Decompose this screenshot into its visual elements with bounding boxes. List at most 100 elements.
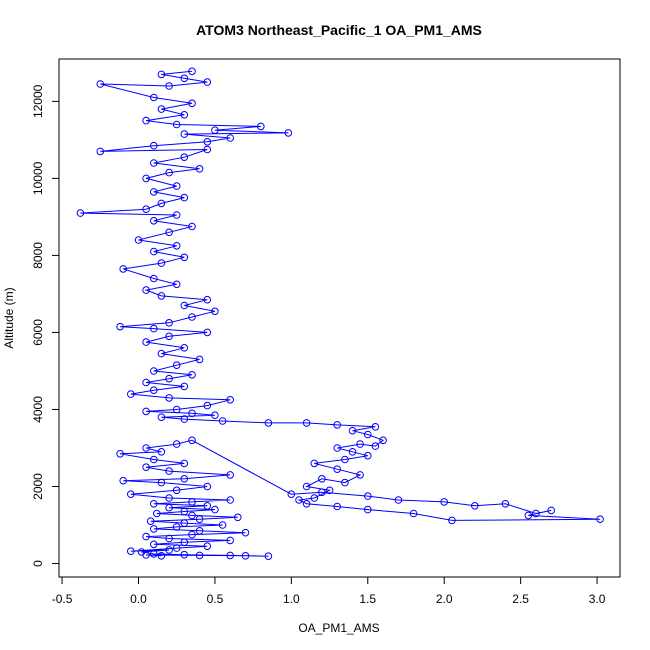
data-point xyxy=(153,509,161,518)
data-point xyxy=(532,509,540,518)
y-tick-label: 2000 xyxy=(31,473,45,500)
data-point xyxy=(165,319,173,327)
data-point xyxy=(150,159,158,167)
data-point xyxy=(165,394,173,402)
data-point xyxy=(188,222,196,231)
x-tick-label: 3.0 xyxy=(589,592,606,606)
x-tick-label: 1.0 xyxy=(283,592,300,606)
data-point xyxy=(180,344,189,352)
data-point xyxy=(180,415,189,423)
data-point xyxy=(318,488,326,497)
data-point xyxy=(596,515,604,524)
data-point xyxy=(180,111,189,119)
data-point xyxy=(119,476,127,485)
data-point xyxy=(333,444,342,452)
data-point xyxy=(157,70,166,79)
data-point xyxy=(157,105,166,113)
data-point xyxy=(157,448,166,456)
data-point xyxy=(234,513,242,522)
data-point xyxy=(180,253,189,262)
data-point xyxy=(142,463,150,472)
data-point xyxy=(241,528,250,537)
data-point xyxy=(203,328,212,337)
data-point xyxy=(172,280,181,289)
data-point xyxy=(448,516,456,525)
data-point xyxy=(188,409,196,418)
chart-title: ATOM3 Northeast_Pacific_1 OA_PM1_AMS xyxy=(196,22,482,38)
plot-area xyxy=(76,67,604,561)
x-axis: -0.5 0.0 0.5 1.0 1.5 2.0 2.5 3.0 xyxy=(52,576,606,606)
data-point xyxy=(142,378,150,387)
data-point xyxy=(119,265,127,273)
data-point xyxy=(188,371,196,379)
y-axis-label: Altitude (m) xyxy=(2,287,16,348)
x-axis-label: OA_PM1_AMS xyxy=(298,621,379,635)
data-point xyxy=(203,138,212,146)
data-point xyxy=(440,498,449,506)
data-point xyxy=(172,523,181,531)
data-point xyxy=(165,546,173,554)
data-point xyxy=(409,509,418,518)
data-point xyxy=(226,551,234,560)
data-point xyxy=(172,211,181,219)
data-point xyxy=(203,78,212,86)
data-point xyxy=(203,401,212,410)
data-point xyxy=(211,505,219,514)
data-point xyxy=(302,419,311,427)
data-point xyxy=(116,322,124,331)
data-point xyxy=(180,550,189,559)
data-point xyxy=(284,129,293,137)
data-point xyxy=(218,521,227,529)
data-point xyxy=(180,74,189,83)
data-point xyxy=(150,525,158,533)
data-point xyxy=(146,517,155,526)
data-point xyxy=(165,467,173,475)
data-point xyxy=(188,511,196,520)
data-point xyxy=(341,455,349,464)
data-point xyxy=(264,419,273,427)
data-point xyxy=(218,417,227,425)
y-tick-label: 6000 xyxy=(31,319,45,346)
data-point xyxy=(188,498,196,506)
data-point xyxy=(348,426,357,435)
data-point xyxy=(150,500,158,508)
data-point xyxy=(195,551,204,560)
data-point xyxy=(287,490,296,499)
x-tick-label: 0.5 xyxy=(207,592,224,606)
data-point xyxy=(394,496,403,504)
data-point xyxy=(195,165,204,173)
data-point xyxy=(257,122,265,131)
data-point xyxy=(295,496,303,504)
data-point xyxy=(142,444,150,452)
data-point xyxy=(203,482,212,491)
data-point xyxy=(333,465,342,474)
data-point xyxy=(195,527,204,535)
data-point xyxy=(172,440,181,448)
data-point xyxy=(180,130,189,138)
data-point xyxy=(180,153,189,161)
data-point xyxy=(364,505,372,514)
x-tick-label: 2.5 xyxy=(512,592,529,606)
y-tick-label: 8000 xyxy=(31,242,45,269)
data-point xyxy=(379,436,387,445)
data-point xyxy=(341,478,349,487)
data-point xyxy=(524,511,533,520)
data-point xyxy=(195,355,204,364)
data-point xyxy=(142,338,150,346)
data-point xyxy=(180,301,189,310)
data-point xyxy=(203,542,212,551)
data-point xyxy=(348,448,357,456)
data-point xyxy=(150,367,158,375)
data-point xyxy=(165,332,173,341)
data-point xyxy=(165,534,173,543)
data-point xyxy=(150,550,158,558)
data-point xyxy=(364,451,372,460)
y-axis: 0 2000 4000 6000 8000 10000 12000 xyxy=(31,84,60,567)
data-point xyxy=(142,286,150,294)
data-point xyxy=(264,552,273,561)
data-point xyxy=(188,530,196,539)
data-point xyxy=(188,99,196,108)
data-point xyxy=(356,440,364,448)
x-tick-label: 1.5 xyxy=(359,592,376,606)
data-point xyxy=(302,500,311,508)
